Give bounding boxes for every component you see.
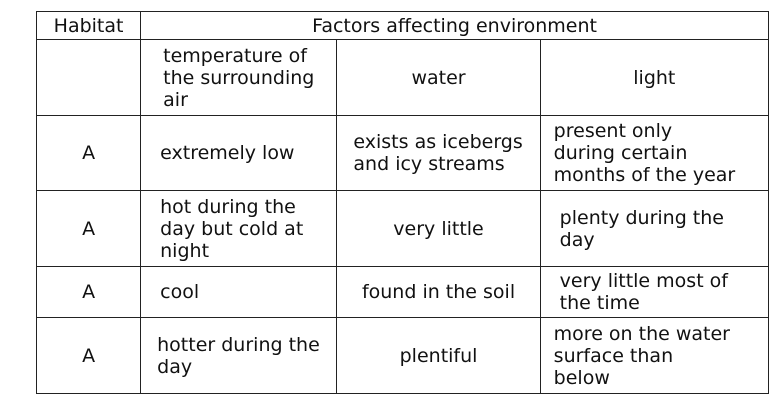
water-cell: found in the soil xyxy=(336,266,541,318)
subheader-temperature-line: air xyxy=(163,88,188,111)
habitat-cell: A xyxy=(35,317,142,394)
light-line: the time xyxy=(559,292,640,314)
table-row: A cool found in the soil very little mos… xyxy=(35,266,770,318)
habitat-cell: A xyxy=(35,266,142,318)
light-line: more on the water xyxy=(553,322,730,345)
subheader-light: light xyxy=(539,39,770,116)
water-cell: very little xyxy=(336,190,541,267)
temperature-cell: extremely low xyxy=(140,115,338,191)
water-line: exists as icebergs xyxy=(353,131,523,153)
water-line: plentiful xyxy=(399,344,478,367)
header-factors: Factors affecting environment xyxy=(140,11,769,40)
temperature-cell: hot during the day but cold at night xyxy=(140,190,338,267)
subheader-temperature: temperature of the surrounding air xyxy=(140,39,338,116)
temperature-line: cool xyxy=(160,281,200,303)
light-cell: more on the water surface than below xyxy=(539,317,770,394)
table-row: A extremely low exists as icebergs and i… xyxy=(35,115,770,191)
light-line: plenty during the xyxy=(559,206,724,229)
temperature-line: extremely low xyxy=(160,142,295,164)
light-cell: very little most of the time xyxy=(539,266,770,318)
light-line: very little most of xyxy=(559,270,728,292)
water-line: found in the soil xyxy=(361,281,516,303)
subheader-temperature-line: temperature of xyxy=(163,44,307,67)
temperature-line: night xyxy=(160,239,210,262)
table-row: A hot during the day but cold at night v… xyxy=(35,190,770,267)
light-line: day xyxy=(559,228,595,251)
header-habitat: Habitat xyxy=(35,11,142,40)
light-line: months of the year xyxy=(553,164,736,186)
light-cell: present only during certain months of th… xyxy=(539,115,770,191)
water-line: very little xyxy=(393,217,484,240)
temperature-cell: hotter during the day xyxy=(140,317,338,394)
light-line: below xyxy=(553,366,610,389)
temperature-line: hotter during the xyxy=(157,333,320,356)
subheader-temperature-line: the surrounding xyxy=(163,66,315,89)
habitat-cell: A xyxy=(35,115,142,191)
habitat-cell: A xyxy=(35,190,142,267)
subheader-row: temperature of the surrounding air water… xyxy=(35,39,770,116)
light-line: surface than xyxy=(553,344,674,367)
water-line: and icy streams xyxy=(353,153,505,175)
subheader-empty-cell xyxy=(35,39,142,116)
temperature-line: day but cold at xyxy=(160,217,304,240)
water-cell: plentiful xyxy=(336,317,541,394)
header-row: Habitat Factors affecting environment xyxy=(35,11,769,40)
temperature-line: day xyxy=(157,355,193,378)
habitat-factors-table: Habitat Factors affecting environment te… xyxy=(35,11,770,394)
subheader-water: water xyxy=(336,39,541,116)
light-line: during certain xyxy=(553,142,688,164)
temperature-cell: cool xyxy=(140,266,338,318)
light-cell: plenty during the day xyxy=(539,190,770,267)
table-row: A hotter during the day plentiful more o… xyxy=(35,317,770,394)
water-cell: exists as icebergs and icy streams xyxy=(336,115,541,191)
light-line: present only xyxy=(553,120,673,142)
temperature-line: hot during the xyxy=(160,195,296,218)
